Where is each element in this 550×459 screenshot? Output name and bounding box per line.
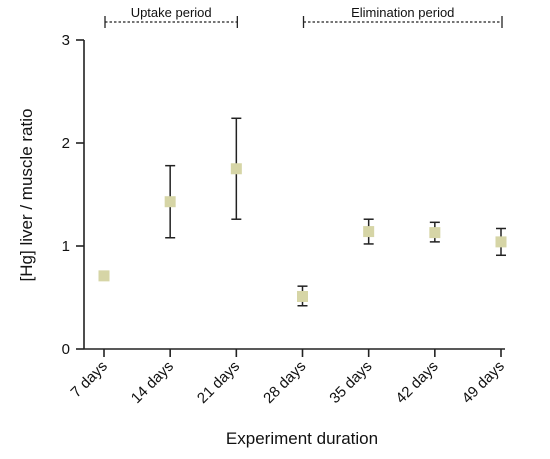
period-label: Uptake period: [131, 5, 212, 20]
x-axis-title: Experiment duration: [226, 429, 378, 448]
y-tick-label: 2: [62, 135, 70, 152]
x-tick-label: 49 days: [459, 358, 508, 407]
x-tick-label: 7 days: [68, 358, 111, 401]
x-tick-label: 35 days: [326, 358, 375, 407]
period-bracket: Uptake period: [104, 5, 238, 28]
data-point: [98, 270, 110, 282]
data-point: [429, 227, 441, 239]
period-bracket: Elimination period: [302, 5, 503, 28]
data-points: [98, 163, 507, 302]
x-tick-label: 21 days: [194, 358, 243, 407]
data-point: [495, 236, 507, 248]
y-axis: 0 1 2 3: [62, 32, 85, 358]
y-tick-label: 0: [62, 341, 70, 358]
x-axis: 7 days 14 days 21 days 28 days 35 days 42 day…: [68, 348, 508, 407]
period-annotations: Uptake period Elimination period: [104, 5, 503, 28]
x-tick-label: 28 days: [260, 358, 309, 407]
y-tick-label: 1: [62, 238, 70, 255]
data-point: [363, 226, 375, 238]
data-point: [230, 163, 242, 175]
x-tick-label: 14 days: [128, 358, 177, 407]
y-axis-title: [Hg] liver / muscle ratio: [17, 109, 36, 282]
error-bars: [165, 117, 506, 307]
data-point: [297, 290, 308, 302]
x-tick-label: 42 days: [392, 358, 441, 407]
y-tick-label: 3: [62, 32, 70, 49]
period-label: Elimination period: [351, 5, 454, 20]
data-point: [164, 196, 176, 208]
